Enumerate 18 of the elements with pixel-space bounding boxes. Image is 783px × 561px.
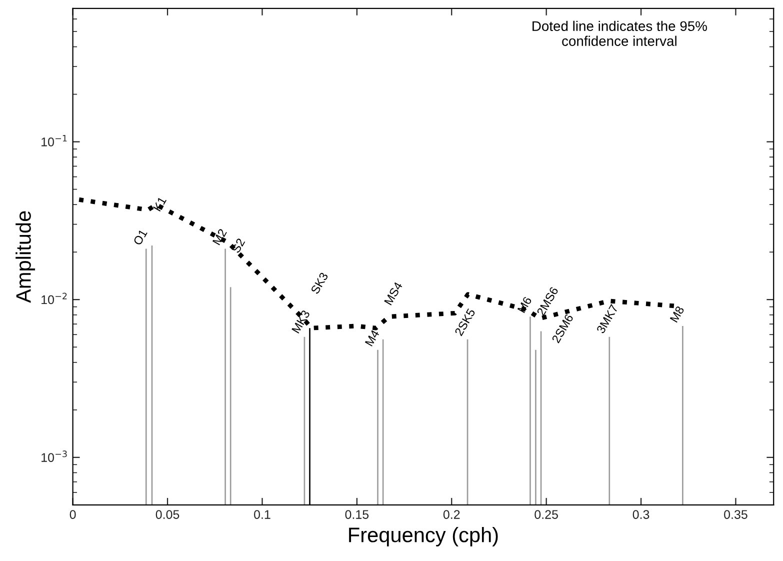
annotation: M2: [212, 228, 227, 246]
x-tick-label: 0.25: [534, 510, 558, 519]
x-tick-label: 0.05: [156, 510, 180, 519]
annotation: M8: [670, 306, 684, 323]
x-tick-label: 0.1: [254, 510, 270, 519]
x-tick-label: 0.2: [443, 510, 460, 519]
annotation: Doted line indicates the 95% confidence interval: [532, 20, 707, 46]
annotation: M4: [364, 329, 380, 346]
y-tick-label: 10$^{−1}$: [42, 135, 67, 146]
x-tick-label: 0.35: [724, 510, 748, 519]
annotation: O1: [132, 228, 148, 246]
y-axis-title: Amplitude: [16, 211, 36, 303]
x-axis-title: Frequency (cph): [349, 526, 498, 546]
y-tick-label: 10$^{−3}$: [42, 450, 67, 462]
x-tick-label: 0: [70, 510, 76, 519]
x-tick-label: 0.15: [345, 510, 369, 519]
y-tick-label: 10$^{−2}$: [42, 292, 67, 304]
x-tick-label: 0.3: [632, 510, 650, 519]
